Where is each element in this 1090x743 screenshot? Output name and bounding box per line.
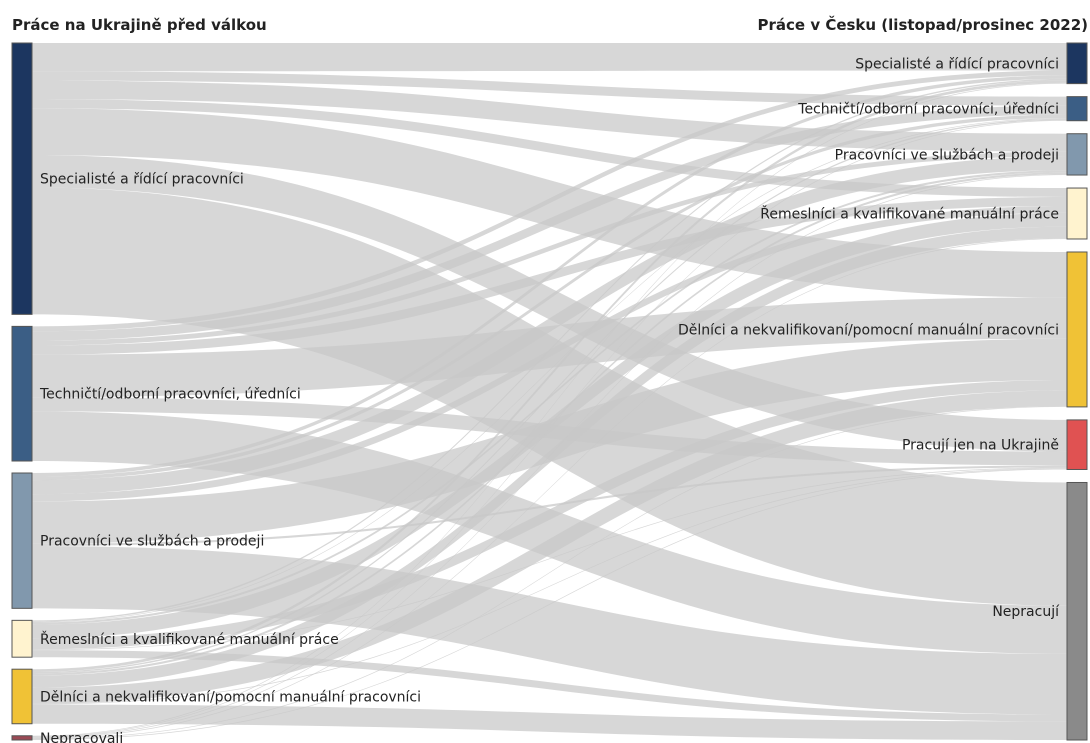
sankey-link <box>32 118 1067 674</box>
sankey-link <box>32 156 1067 495</box>
sankey-link <box>32 380 1067 650</box>
sankey-link <box>32 78 1067 622</box>
sankey-link <box>32 151 1067 346</box>
sankey-link <box>32 704 1067 740</box>
sankey-link <box>32 212 1067 639</box>
target-node <box>1066 96 1088 122</box>
target-label: Techničtí/odborní pracovníci, úředníci <box>797 102 1059 118</box>
target-label: Dělníci a nekvalifikovaní/pomocní manuál… <box>678 322 1059 338</box>
target-label: Specialisté a řídící pracovníci <box>855 56 1059 72</box>
source-node <box>11 42 33 315</box>
source-node <box>11 325 33 462</box>
sankey-link <box>32 172 1067 676</box>
sankey-link <box>32 238 1067 739</box>
sankey-link <box>32 98 1067 197</box>
sankey-link <box>32 117 1067 623</box>
source-label: Specialisté a řídící pracovníci <box>40 172 244 188</box>
target-label: Nepracují <box>992 604 1060 620</box>
source-label: Pracovníci ve službách a prodeji <box>40 534 264 550</box>
sankey-nodes <box>11 42 1088 741</box>
target-node <box>1066 481 1088 741</box>
source-label: Řemeslníci a kvalifikované manuální prác… <box>40 631 339 648</box>
source-node <box>11 735 33 741</box>
source-node <box>11 668 33 725</box>
sankey-link <box>32 105 1067 341</box>
sankey-link <box>32 467 1067 651</box>
sankey-link <box>32 338 1067 544</box>
sankey-link <box>32 297 1067 398</box>
sankey-link <box>32 43 1067 72</box>
target-label: Řemeslníci a kvalifikované manuální prác… <box>760 206 1059 223</box>
target-node <box>1066 133 1088 176</box>
sankey-labels: Specialisté a řídící pracovníci Techničtí… <box>39 56 1060 743</box>
left-column-title: Práce na Ukrajině před válkou <box>12 16 267 34</box>
sankey-link <box>32 226 1067 688</box>
source-label: Dělníci a nekvalifikovaní/pomocní manuál… <box>40 689 421 705</box>
right-column-title: Práce v Česku (listopad/prosinec 2022) <box>757 16 1088 34</box>
sankey-link <box>32 465 1067 546</box>
source-label: Nepracovali <box>40 731 123 743</box>
target-label: Pracovníci ve službách a prodeji <box>835 147 1059 163</box>
source-node <box>11 619 33 658</box>
target-node <box>1066 251 1088 408</box>
sankey-link <box>32 114 1067 481</box>
sankey-link <box>32 406 1067 740</box>
sankey-link <box>32 75 1067 477</box>
sankey-link <box>32 174 1067 738</box>
source-label: Techničtí/odborní pracovníci, úředníci <box>39 387 301 403</box>
sankey-link <box>32 154 1067 452</box>
target-node <box>1066 419 1088 470</box>
target-label: Pracují jen na Ukrajině <box>902 438 1059 454</box>
sankey-link <box>32 120 1067 738</box>
sankey-link <box>32 70 1067 332</box>
sankey-link <box>32 468 1067 705</box>
sankey-link <box>32 650 1067 722</box>
sankey-link <box>32 71 1067 106</box>
target-node <box>1066 187 1088 240</box>
sankey-link <box>32 205 1067 502</box>
sankey-link <box>32 82 1067 737</box>
target-node <box>1066 42 1088 85</box>
source-node <box>11 472 33 609</box>
sankey-link <box>32 468 1067 740</box>
sankey-link <box>32 411 1067 654</box>
sankey-link <box>32 170 1067 625</box>
sankey-link <box>32 80 1067 673</box>
sankey-link <box>32 390 1067 704</box>
sankey-links <box>32 43 1067 740</box>
